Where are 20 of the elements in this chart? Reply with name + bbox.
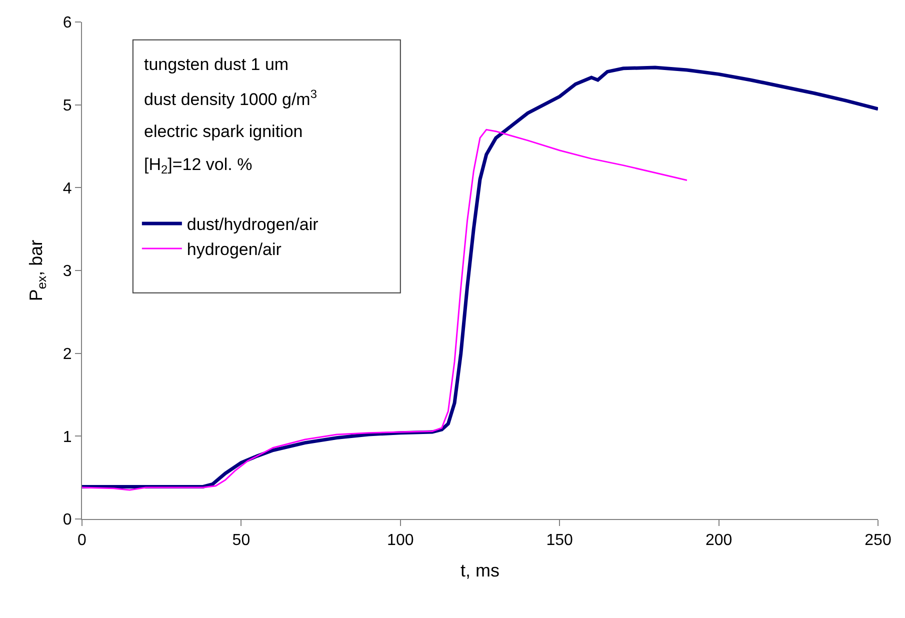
y-tick-label: 1 — [62, 428, 72, 446]
annotation: tungsten dust 1 um — [144, 55, 289, 74]
y-tick-label: 3 — [62, 263, 72, 280]
legend-label: hydrogen/air — [186, 240, 282, 260]
y-tick-label: 0 — [62, 512, 72, 529]
annotation: dust density 1000 g/m$^{3}$ — [144, 87, 318, 110]
x-tick-label: 250 — [864, 532, 892, 550]
x-tick-label: 100 — [387, 532, 414, 550]
x-tick-label: 200 — [705, 532, 732, 550]
x-tick-label: 0 — [78, 532, 87, 550]
x-tick-label: 50 — [232, 532, 250, 550]
x-tick-label: 150 — [546, 532, 574, 550]
y-tick-label: 5 — [62, 97, 72, 114]
y-tick-label: 2 — [62, 346, 72, 363]
y-tick-label: 4 — [62, 180, 72, 198]
annotation: [H$_{2}$]=12 vol. % — [144, 155, 252, 177]
x-axis-title: t, ms — [460, 560, 500, 580]
legend-label: dust/hydrogen/air — [186, 215, 319, 234]
y-tick-label: 6 — [62, 14, 72, 32]
annotation: electric spark ignition — [144, 122, 303, 141]
